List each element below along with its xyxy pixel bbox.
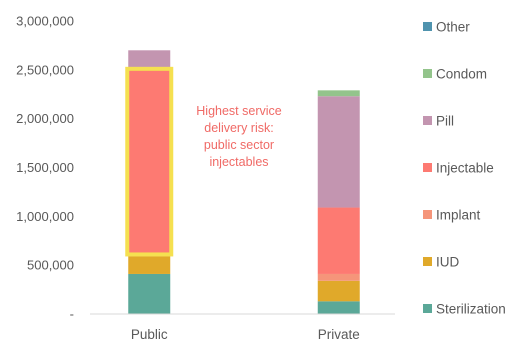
annotation-line-2: delivery risk: <box>204 121 273 135</box>
legend-swatch-sterilization <box>423 304 432 313</box>
annotation-line-3: public sector <box>204 138 274 152</box>
legend-swatch-iud <box>423 257 432 266</box>
x-tick-label-private: Private <box>318 327 360 342</box>
y-tick-label-3-000-000: 3,000,000 <box>16 14 74 29</box>
bar-private-injectable <box>317 207 360 274</box>
x-tick-label-public: Public <box>131 327 168 342</box>
bar-public-injectable <box>128 69 171 254</box>
annotation-line-4: injectables <box>209 155 268 169</box>
bar-private-iud <box>317 280 360 302</box>
legend-label-implant: Implant <box>436 208 481 223</box>
annotation: Highest service delivery risk: public sect… <box>196 104 281 169</box>
bar-private-sterilization <box>317 301 360 314</box>
y-tick-label--: - <box>70 307 74 322</box>
bars <box>128 50 360 314</box>
bar-public-iud <box>128 256 171 274</box>
y-axis: - 500,000 1,000,000 1,500,000 2,000,000 2,500… <box>16 14 74 322</box>
y-tick-label-1-000-000: 1,000,000 <box>16 209 74 224</box>
bar-private-pill <box>317 96 360 208</box>
y-tick-label-2-000-000: 2,000,000 <box>16 111 74 126</box>
legend-swatch-other <box>423 22 432 31</box>
highlight-box <box>125 66 174 257</box>
y-tick-label-2-500-000: 2,500,000 <box>16 62 74 77</box>
legend-label-injectable: Injectable <box>436 161 494 176</box>
legend-swatch-condom <box>423 69 432 78</box>
bar-private-implant <box>317 273 360 281</box>
legend-label-iud: IUD <box>436 255 460 270</box>
legend-label-other: Other <box>436 20 470 35</box>
bar-public-sterilization <box>128 273 171 314</box>
legend-swatch-implant <box>423 210 432 219</box>
bar-public-pill <box>128 50 171 70</box>
legend: Other Condom Pill Injectable Implant IUD Steri… <box>423 20 506 317</box>
legend-swatch-injectable <box>423 163 432 172</box>
legend-label-sterilization: Sterilization <box>436 302 506 317</box>
y-tick-label-1-500-000: 1,500,000 <box>16 160 74 175</box>
highlight-box-outline <box>125 66 174 257</box>
legend-label-pill: Pill <box>436 114 454 129</box>
legend-swatch-pill <box>423 116 432 125</box>
y-tick-label-500-000: 500,000 <box>27 258 74 273</box>
annotation-line-1: Highest service <box>196 104 281 118</box>
x-axis-labels: Public Private <box>131 327 360 342</box>
legend-label-condom: Condom <box>436 67 487 82</box>
bar-private-condom <box>317 90 360 97</box>
